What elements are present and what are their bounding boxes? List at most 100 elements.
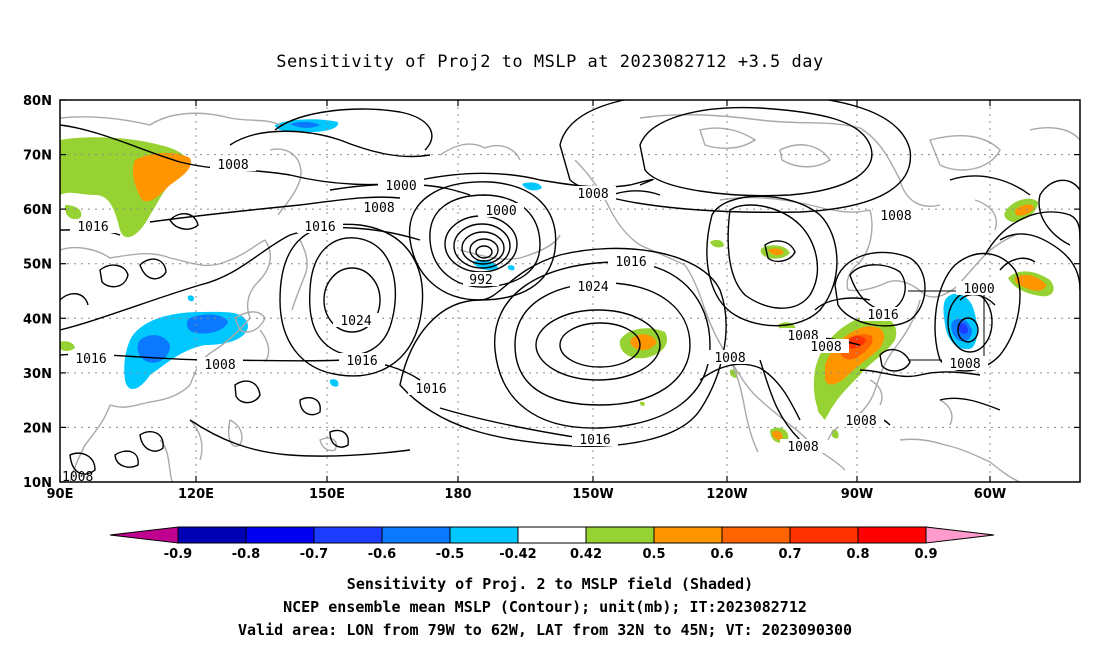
colorbar-label: 0.7 — [778, 547, 801, 562]
contour-label: 1016 — [608, 254, 654, 270]
lon-tick-label: 60W — [974, 487, 1006, 502]
colorbar-swatch — [721, 526, 791, 544]
svg-text:1024: 1024 — [577, 280, 608, 295]
colorbar: -0.9 -0.8 -0.7 -0.6 -0.5 -0.42 0.42 0.5 … — [109, 526, 995, 562]
colorbar-label: -0.42 — [499, 547, 536, 562]
svg-text:1016: 1016 — [77, 220, 108, 235]
contour-label: 1016 — [70, 219, 116, 235]
lon-tick-label: 180 — [444, 487, 471, 502]
sensitivity-shading — [60, 119, 1054, 443]
contour-label: 1016 — [408, 381, 454, 397]
svg-text:1008: 1008 — [787, 440, 818, 455]
lon-tick-label: 120W — [706, 487, 747, 502]
lon-tick-label: 120E — [178, 487, 214, 502]
contour-label: 1024 — [333, 313, 379, 329]
contour-label: 1016 — [860, 307, 906, 323]
colorbar-swatch — [789, 526, 859, 544]
caption-line-3: Valid area: LON from 79W to 62W, LAT fro… — [238, 621, 852, 639]
colorbar-label: -0.7 — [300, 547, 328, 562]
colorbar-swatch — [653, 526, 723, 544]
colorbar-swatch — [449, 526, 519, 544]
contour-label: 1016 — [68, 351, 114, 367]
svg-text:1024: 1024 — [340, 314, 371, 329]
lat-tick-label: 40N — [23, 312, 52, 327]
contour-label: 1016 — [297, 219, 343, 235]
contour-label: 1008 — [210, 157, 256, 173]
colorbar-swatch — [177, 526, 247, 544]
lat-lon-grid — [60, 100, 1080, 482]
contour-label: 1000 — [478, 203, 524, 219]
svg-text:1008: 1008 — [810, 340, 841, 355]
contour-label: 992 — [463, 272, 499, 288]
svg-text:1000: 1000 — [963, 282, 994, 297]
colorbar-label: 0.8 — [846, 547, 869, 562]
map-area: 1008 1016 1000 1008 1016 1000 992 1008 1… — [60, 100, 1080, 482]
contour-labels: 1008 1016 1000 1008 1016 1000 992 1008 1… — [68, 157, 1002, 455]
lat-tick-label: 10N — [23, 476, 52, 491]
svg-text:1008: 1008 — [845, 414, 876, 429]
contour-label: 1008 — [803, 339, 849, 355]
lon-tick-label: 90W — [841, 487, 873, 502]
colorbar-swatch — [313, 526, 383, 544]
lat-tick-label: 50N — [23, 258, 52, 273]
svg-text:1016: 1016 — [579, 433, 610, 448]
contour-label: 1016 — [572, 432, 618, 448]
svg-text:1016: 1016 — [75, 352, 106, 367]
colorbar-swatch — [109, 526, 179, 544]
caption-line-1: Sensitivity of Proj. 2 to MSLP field (Sh… — [347, 575, 753, 593]
contour-label: 1008 — [780, 439, 826, 455]
longitude-axis: 90E 120E 150E 180 150W 120W 90W 60W — [47, 100, 1006, 502]
contour-label: 1024 — [570, 279, 616, 295]
svg-text:1008: 1008 — [363, 201, 394, 216]
contour-label: 1000 — [956, 281, 1002, 297]
colorbar-label: 0.5 — [642, 547, 665, 562]
contour-label-corner: 1008 — [62, 470, 93, 485]
svg-text:1008: 1008 — [217, 158, 248, 173]
lon-tick-label: 90E — [47, 487, 74, 502]
lat-tick-label: 20N — [23, 421, 52, 436]
colorbar-swatch — [857, 526, 927, 544]
contour-label: 1000 — [378, 178, 424, 194]
svg-text:1000: 1000 — [385, 179, 416, 194]
colorbar-label: 0.42 — [570, 547, 602, 562]
svg-text:1008: 1008 — [577, 187, 608, 202]
svg-text:1016: 1016 — [615, 255, 646, 270]
svg-text:1016: 1016 — [415, 382, 446, 397]
contour-label: 1008 — [873, 208, 919, 224]
map-frame — [59, 99, 1081, 483]
contour-label: 1008 — [707, 350, 753, 366]
svg-text:1000: 1000 — [485, 204, 516, 219]
svg-text:1008: 1008 — [949, 357, 980, 372]
caption-line-2: NCEP ensemble mean MSLP (Contour); unit(… — [283, 598, 807, 616]
contour-label: 1016 — [339, 353, 385, 369]
mslp-contours — [60, 100, 1080, 475]
contour-label: 1008 — [570, 186, 616, 202]
svg-text:1008: 1008 — [880, 209, 911, 224]
colorbar-label: 0.9 — [914, 547, 937, 562]
colorbar-label: -0.9 — [164, 547, 192, 562]
figure-title: Sensitivity of Proj2 to MSLP at 20230827… — [276, 52, 823, 72]
colorbar-swatch — [925, 526, 995, 544]
colorbar-label: -0.5 — [436, 547, 464, 562]
contour-label: 1008 — [838, 413, 884, 429]
lat-tick-label: 30N — [23, 367, 52, 382]
svg-text:1008: 1008 — [714, 351, 745, 366]
lon-tick-label: 150E — [309, 487, 345, 502]
svg-text:1008: 1008 — [204, 358, 235, 373]
latitude-axis: 80N 70N 60N 50N 40N 30N 20N 10N — [23, 94, 1080, 491]
lon-tick-label: 150W — [572, 487, 613, 502]
svg-text:1016: 1016 — [867, 308, 898, 323]
contour-label: 1008 — [356, 200, 402, 216]
svg-text:1016: 1016 — [346, 354, 377, 369]
colorbar-label: 0.6 — [710, 547, 733, 562]
contour-label: 1008 — [942, 356, 988, 372]
svg-text:992: 992 — [469, 273, 492, 288]
colorbar-swatch — [517, 526, 587, 544]
colorbar-swatch — [585, 526, 655, 544]
colorbar-swatch — [381, 526, 451, 544]
lat-tick-label: 60N — [23, 203, 52, 218]
colorbar-swatch — [245, 526, 315, 544]
lat-tick-label: 80N — [23, 94, 52, 109]
svg-text:1016: 1016 — [304, 220, 335, 235]
